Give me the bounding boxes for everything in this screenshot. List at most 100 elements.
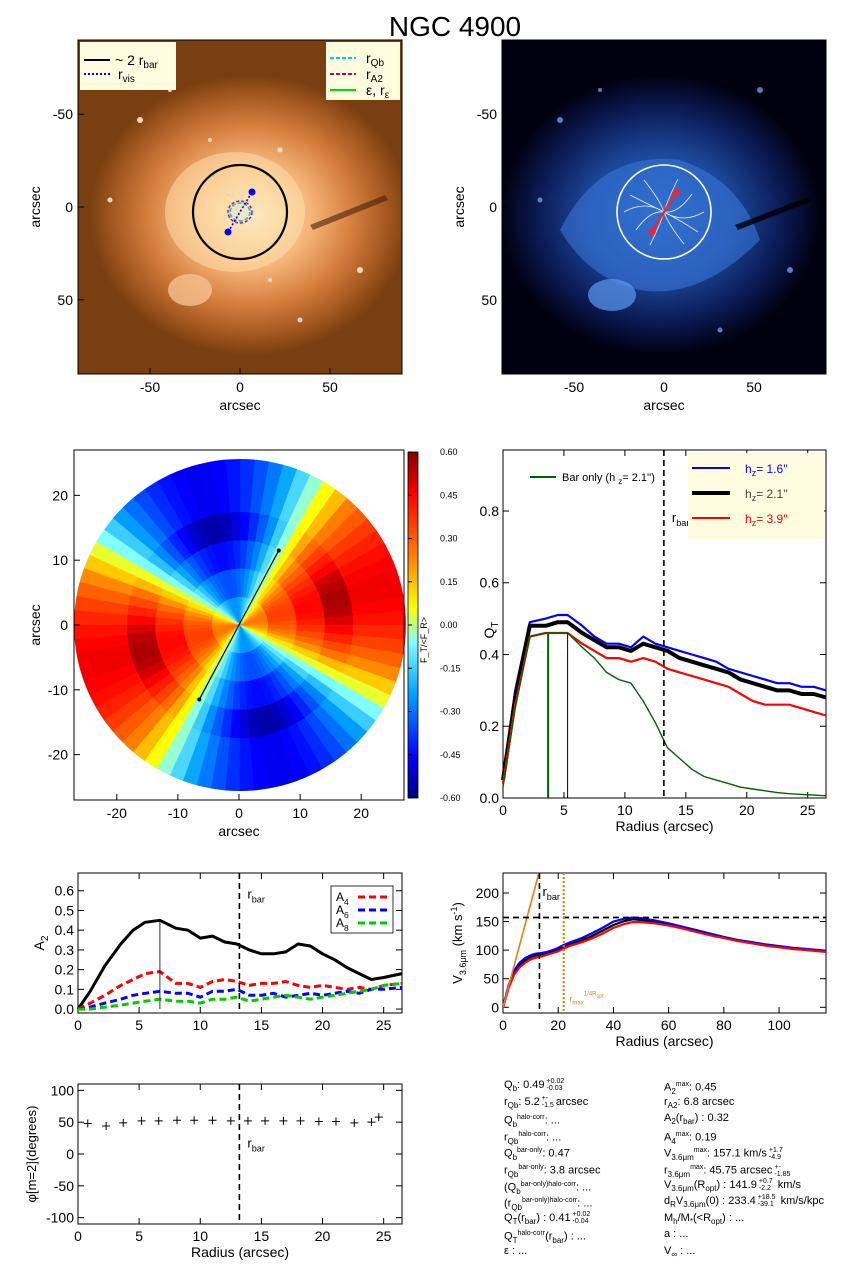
qt-heatmap-axes: -20 -10 0 10 20 20 10 0 -10 -20 arcsec arcsec bbox=[27, 487, 369, 839]
galaxy-image-panel: ~ 2 rbar rvis rQb rA2 ε, rε bbox=[77, 39, 403, 375]
phase-point bbox=[137, 1116, 146, 1125]
parameter-row: A4max: 0.19 bbox=[664, 1130, 717, 1146]
fourier-amplitudes-panel: 0 5 10 15 20 250.00.10.20.30.40.50.6 rbar A4A6A… bbox=[31, 872, 403, 1033]
heatmap-cell bbox=[252, 459, 270, 486]
svg-text:rvis: rvis bbox=[118, 66, 135, 85]
phase-point bbox=[296, 1116, 305, 1125]
tick-label: 100 bbox=[51, 1082, 75, 1098]
residual-image-panel bbox=[501, 39, 827, 375]
tick-label: 10 bbox=[192, 1228, 208, 1244]
tick-label: 0.2 bbox=[480, 718, 500, 734]
y-axis-label: arcsec bbox=[27, 604, 43, 645]
parameter-row: rA2: 6.8 arcsec bbox=[664, 1095, 735, 1110]
parameter-row: Qbhalo-corr: ... bbox=[504, 1114, 560, 1130]
amplitude-series-line bbox=[77, 970, 403, 1011]
phase-point bbox=[374, 1113, 383, 1122]
parameter-row: r3.6μmmax: 45.75 arcsec +- -1.85 bbox=[664, 1163, 791, 1179]
qt-series-line bbox=[501, 620, 827, 781]
tick-label: 60 bbox=[661, 1017, 677, 1033]
tick-label: 0 bbox=[60, 617, 68, 633]
rotation-curve-panel: 0 20 40 60 80 100 0 50 100 150 200 Radius (arcsec) r… bbox=[449, 872, 827, 1049]
tick-label: 150 bbox=[476, 914, 500, 930]
heatmap-cell bbox=[210, 764, 228, 791]
tick-label: 20 bbox=[550, 1017, 566, 1033]
tick-label: 0.0 bbox=[55, 1001, 75, 1017]
phase-point bbox=[350, 1118, 359, 1127]
phase-point bbox=[331, 1117, 340, 1126]
tick-label: 0 bbox=[491, 999, 499, 1015]
tick-label: -10 bbox=[168, 805, 188, 821]
parameter-row: V∞ : ... bbox=[664, 1244, 696, 1260]
phase-point bbox=[261, 1116, 270, 1125]
tick-label: 5 bbox=[560, 802, 568, 818]
amplitude-series-line bbox=[77, 985, 403, 1011]
tick-label: 20 bbox=[52, 487, 68, 503]
qt-heatmap-panel: 0.60 0.45 0.30 0.15 0.00 -0.15 -0.30 -0.45 -0.60… bbox=[73, 447, 461, 803]
colorbar-tick-label: 0.30 bbox=[440, 534, 458, 544]
y-axis-label: arcsec bbox=[451, 186, 467, 227]
phase-point bbox=[119, 1118, 128, 1127]
rbar-label: rbar bbox=[247, 1136, 265, 1154]
phase-point bbox=[226, 1116, 235, 1125]
heatmap-cell bbox=[352, 624, 382, 638]
heatmap-cell bbox=[210, 459, 228, 486]
legend-label: A6 bbox=[336, 903, 349, 920]
heatmap-cell bbox=[74, 595, 101, 613]
phase-point bbox=[83, 1119, 92, 1128]
heatmap-cell bbox=[98, 612, 128, 626]
tick-label: 0.5 bbox=[55, 902, 75, 918]
heatmap-cell bbox=[379, 595, 406, 613]
tick-label: 0.6 bbox=[480, 575, 500, 591]
legend-label: A4 bbox=[336, 890, 349, 907]
tick-label: 50 bbox=[322, 379, 338, 395]
heatmap-cell bbox=[239, 765, 256, 791]
qt-series-line bbox=[502, 632, 827, 797]
tick-label: 15 bbox=[254, 1228, 270, 1244]
parameter-row: rQbhalo-corr: ... bbox=[504, 1130, 562, 1146]
tick-label: 0.4 bbox=[55, 922, 75, 938]
tick-label: 25 bbox=[800, 802, 816, 818]
tick-label: 0 bbox=[74, 1228, 82, 1244]
tick-label: -50 bbox=[564, 379, 584, 395]
phase-point bbox=[190, 1116, 199, 1125]
tick-label: 80 bbox=[716, 1017, 732, 1033]
parameter-row: (rQbbar-only)halo-corr: ... bbox=[504, 1197, 593, 1212]
tick-label: 20 bbox=[315, 1017, 331, 1033]
tick-label: 15 bbox=[254, 1017, 270, 1033]
colorbar-tick-label: 0.15 bbox=[440, 577, 458, 587]
legend-label: hz= 1.6'' bbox=[745, 462, 788, 478]
tick-label: 25 bbox=[376, 1228, 392, 1244]
parameters-table-left: Qb: 0.49 +0.02 -0.03 rQb: 5.2 +- -1.5 arcsec Qb… bbox=[504, 1077, 601, 1260]
parameter-row: dRV3.6μm(0) : 233.4 +18.5 -39.1 km/s/kpc bbox=[664, 1194, 824, 1210]
colorbar-tick-label: -0.30 bbox=[440, 707, 461, 717]
tick-label: 10 bbox=[292, 805, 308, 821]
parameter-row: A2max: 0.45 bbox=[664, 1081, 717, 1096]
tick-label: 0 bbox=[236, 379, 244, 395]
parameter-row: V3.6μm(Ropt) : 141.9 +0.7 -2.2 km/s bbox=[664, 1177, 801, 1193]
colorbar-tick-label: -0.45 bbox=[440, 750, 461, 760]
x-axis-label: Radius (arcsec) bbox=[191, 1244, 289, 1260]
legend-label: A8 bbox=[336, 916, 349, 933]
tick-label: 20 bbox=[315, 1228, 331, 1244]
parameters-table-right: A2max: 0.45 rA2: 6.8 arcsec A2(rbar) : 0.3… bbox=[664, 1077, 824, 1260]
qt-profile-panel: 0 5 10 15 20 25 0.0 0.2 0.4 0.6 0.8 Radius (arcsec)… bbox=[480, 449, 827, 834]
parameter-row: Qbbar-only: 0.47 bbox=[504, 1147, 570, 1163]
tick-label: -50 bbox=[477, 106, 497, 122]
tick-label: 0 bbox=[65, 199, 73, 215]
tick-label: 0 bbox=[499, 802, 507, 818]
y-axis-label: arcsec bbox=[27, 186, 43, 227]
colorbar-tick-label: 0.45 bbox=[440, 490, 458, 500]
tick-label: 0.0 bbox=[480, 790, 500, 806]
galaxy-image-axes: -50 50 0 0 50 -50 arcsec arcsec bbox=[27, 106, 338, 413]
tick-label: 100 bbox=[476, 942, 500, 958]
tick-label: 50 bbox=[481, 292, 497, 308]
tick-label: 20 bbox=[353, 805, 369, 821]
heatmap-cell bbox=[224, 459, 241, 485]
svg-text:ε, rε: ε, rε bbox=[366, 82, 390, 101]
y-axis-label: V3.6μm (km s-1) bbox=[449, 902, 468, 984]
tick-label: 0.4 bbox=[480, 646, 500, 662]
y-axis-label: QT bbox=[481, 622, 501, 639]
heatmap-cell bbox=[239, 483, 253, 513]
amplitude-series-line bbox=[76, 918, 403, 1010]
x-axis-label: Radius (arcsec) bbox=[615, 1033, 713, 1049]
